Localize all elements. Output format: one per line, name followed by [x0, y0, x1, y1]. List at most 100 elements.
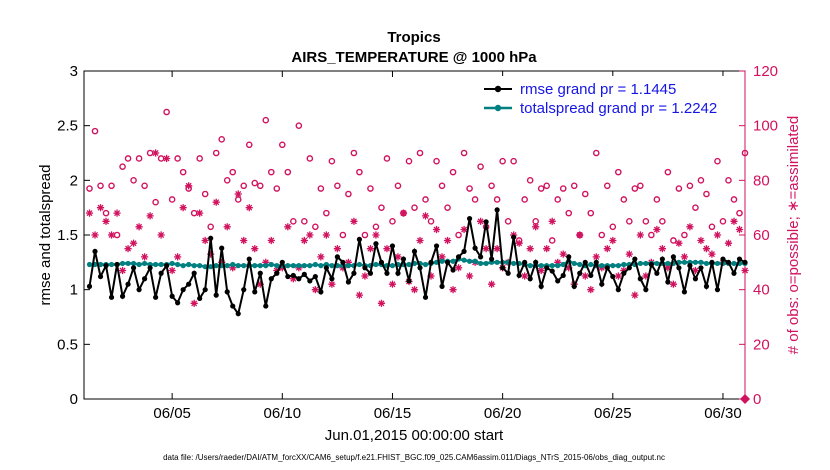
totalspread-point — [621, 261, 627, 268]
rmse-point — [224, 289, 230, 295]
rmse-point — [334, 254, 340, 260]
obs-assimilated-point — [477, 217, 485, 225]
obs-possible-point — [565, 209, 573, 217]
legend-rmse-label: rmse grand pr = 1.1445 — [520, 81, 676, 98]
totalspread-point — [125, 260, 131, 267]
obs-assimilated-point — [587, 286, 595, 294]
rmse-point — [681, 289, 688, 295]
totalspread-point — [290, 263, 296, 269]
obs-assimilated-point — [306, 231, 314, 239]
obs-assimilated-point — [515, 239, 523, 247]
y2-tick-label: 0 — [753, 391, 761, 408]
obs-assimilated-point — [565, 264, 573, 272]
obs-possible-point — [218, 136, 226, 143]
x-tick-label: 06/25 — [594, 405, 632, 422]
rmse-point — [86, 283, 93, 289]
rmse-point — [417, 265, 423, 271]
obs-assimilated-point — [102, 217, 110, 225]
obs-possible-point — [438, 182, 446, 190]
totalspread-point — [230, 261, 236, 268]
obs-possible-point — [603, 182, 611, 190]
rmse-point — [197, 295, 203, 302]
rmse-point — [362, 265, 368, 271]
obs-assimilated-point — [113, 209, 121, 217]
obs-possible-point — [394, 182, 402, 190]
legend: rmse grand pr = 1.1445 totalspread grand… — [478, 76, 742, 118]
rmse-point — [533, 259, 539, 265]
obs-possible-point — [328, 157, 336, 165]
obs-assimilated-point — [609, 236, 617, 245]
obs-assimilated-point — [256, 280, 264, 288]
y-axis-ticks: 0 0.5 1 1.5 2 2.5 3 — [57, 63, 90, 408]
obs-assimilated-point — [488, 280, 496, 288]
totalspread-point — [191, 263, 197, 269]
rmse-point — [318, 289, 324, 295]
obs-assimilated-point — [201, 236, 209, 245]
legend-spread-marker — [494, 104, 502, 112]
obs-possible-point — [262, 116, 270, 124]
obs-assimilated-point — [140, 253, 149, 261]
y-tick-label: 1.5 — [57, 227, 78, 244]
obs-possible-point — [317, 185, 325, 192]
rmse-point — [301, 271, 307, 277]
obs-assimilated-point — [592, 253, 600, 261]
rmse-point — [687, 263, 693, 269]
rmse-point — [599, 281, 605, 287]
rmse-point — [632, 256, 638, 262]
obs-possible-point — [488, 182, 495, 190]
totalspread-point — [285, 263, 291, 269]
obs-possible-point — [648, 231, 655, 239]
totalspread-point — [202, 264, 208, 270]
obs-assimilated-point — [234, 190, 242, 198]
obs-assimilated-point — [300, 236, 308, 245]
obs-possible-point — [290, 218, 297, 225]
obs-assimilated-point — [454, 264, 463, 272]
totalspread-point — [356, 261, 363, 268]
obs-possible-point — [223, 177, 231, 184]
totalspread-point — [511, 260, 517, 267]
obs-assimilated-point — [526, 245, 534, 253]
obs-assimilated-point — [273, 266, 281, 275]
legend-box — [478, 76, 742, 118]
obs-assimilated-point — [686, 223, 694, 231]
rmse-point — [395, 270, 401, 276]
obs-possible-point — [653, 196, 661, 203]
totalspread-point — [472, 258, 478, 264]
rmse-point — [400, 256, 407, 262]
y-tick-label: 0.5 — [57, 336, 78, 353]
rmse-point — [130, 265, 137, 271]
obs-possible-point — [278, 141, 286, 149]
obs-possible-point — [692, 204, 699, 211]
obs-assimilated-point — [658, 245, 666, 253]
rmse-point — [307, 278, 313, 284]
obs-possible-point — [378, 204, 385, 211]
obs-assimilated-point — [548, 217, 556, 225]
obs-assimilated-point — [691, 266, 700, 275]
rmse-point — [522, 259, 528, 265]
rmse-point — [505, 270, 511, 276]
obs-possible-point — [372, 223, 380, 231]
obs-assimilated-point — [636, 231, 644, 239]
totalspread-point — [301, 263, 307, 269]
totalspread-point — [373, 261, 379, 268]
rmse-point — [125, 281, 131, 287]
obs-assimilated-point — [85, 209, 94, 217]
obs-possible-point — [130, 177, 137, 184]
rmse-point — [268, 276, 274, 282]
rmse-point — [489, 256, 495, 262]
rmse-point — [119, 293, 126, 299]
rmse-point — [230, 303, 236, 309]
totalspread-point — [130, 260, 137, 267]
rmse-point — [219, 245, 225, 251]
y2-origin-diamond — [740, 394, 750, 404]
obs-possible-point — [174, 155, 181, 162]
rmse-point — [180, 287, 186, 293]
obs-possible-point — [91, 127, 99, 135]
obs-assimilated-point — [311, 286, 319, 294]
rmse-point — [97, 273, 104, 280]
obs-assimilated-point — [410, 286, 419, 294]
rmse-point — [202, 287, 208, 293]
totalspread-point — [224, 263, 230, 269]
rmse-point — [169, 293, 175, 299]
rmse-point — [433, 243, 440, 249]
